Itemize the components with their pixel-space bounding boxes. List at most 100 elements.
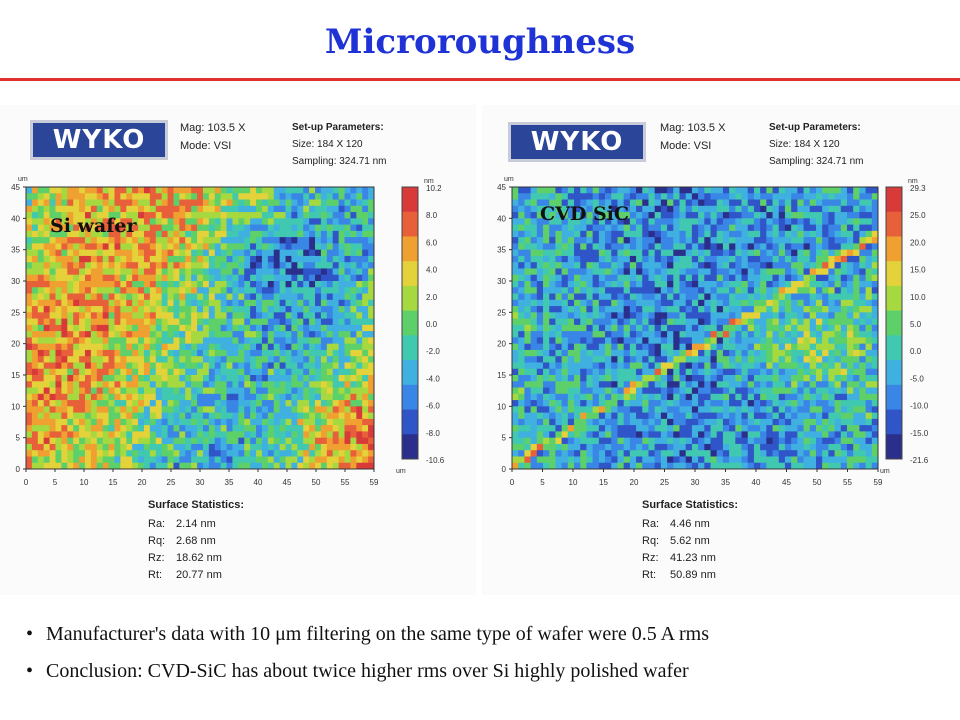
- colorbar-swatch: [402, 310, 418, 324]
- x-tick-label: 20: [630, 478, 639, 487]
- colorbar-swatch: [886, 248, 902, 262]
- x-tick-label: 10: [569, 478, 578, 487]
- stat-rz: Rz: 18.62 nm: [148, 552, 222, 564]
- stat-rq: Rq: 2.68 nm: [148, 535, 216, 547]
- y-tick-label: 40: [497, 214, 506, 223]
- y-tick-label: 30: [11, 277, 20, 286]
- colorbar-swatch: [886, 335, 902, 349]
- x-tick-label: 5: [540, 478, 545, 487]
- colorbar-tick-label: -10.6: [426, 456, 445, 465]
- y-tick-label: 0: [16, 465, 21, 474]
- colorbar-unit: nm: [424, 178, 434, 185]
- colorbar-swatch: [886, 434, 902, 448]
- colorbar-tick-label: -5.0: [910, 374, 924, 383]
- y-tick-label: 0: [502, 465, 507, 474]
- x-tick-label: 30: [691, 478, 700, 487]
- colorbar-swatch: [402, 187, 418, 200]
- colorbar-swatch: [886, 285, 902, 299]
- y-tick-label: 5: [502, 434, 507, 443]
- colorbar-swatch: [402, 372, 418, 386]
- colorbar-swatch: [402, 236, 418, 250]
- mag-mode-info: Mag: 103.5 X Mode: VSI: [180, 119, 245, 155]
- colorbar-swatch: [886, 372, 902, 386]
- colorbar-tick-label: 10.2: [426, 184, 442, 193]
- y-tick-label: 15: [497, 371, 506, 380]
- wyko-logo: WYKO: [30, 120, 168, 160]
- colorbar-tick-label: -2.0: [426, 347, 440, 356]
- y-tick-label: 45: [497, 183, 506, 192]
- y-tick-label: 20: [497, 340, 506, 349]
- stat-ra: Ra: 4.46 nm: [642, 518, 710, 530]
- colorbar-swatch: [886, 360, 902, 373]
- colorbar-swatch: [886, 384, 902, 398]
- x-tick-label: 40: [752, 478, 761, 487]
- colorbar-swatch: [402, 397, 418, 410]
- mode-text: Mode: VSI: [660, 140, 712, 152]
- x-tick-label: 0: [510, 478, 515, 487]
- y-unit-label: um: [18, 176, 28, 183]
- colorbar-tick-label: -6.0: [426, 402, 440, 411]
- stat-rq: Rq: 5.62 nm: [642, 535, 710, 547]
- colorbar-swatch: [886, 187, 902, 200]
- colorbar-swatch: [886, 310, 902, 324]
- colorbar-swatch: [886, 347, 902, 361]
- setup-title: Set-up Parameters:: [292, 122, 384, 133]
- colorbar-tick-label: 25.0: [910, 211, 926, 220]
- colorbar-swatch: [402, 261, 418, 274]
- colorbar-swatch: [402, 273, 418, 287]
- stat-rt: Rt: 50.89 nm: [642, 569, 716, 581]
- colorbar-swatch: [886, 211, 902, 225]
- y-unit-label: um: [504, 176, 514, 183]
- colorbar-swatch: [402, 298, 418, 312]
- colorbar-tick-label: -8.0: [426, 429, 440, 438]
- colorbar-tick-label: -15.0: [910, 429, 929, 438]
- x-tick-label: 0: [24, 478, 29, 487]
- colorbar-swatch: [402, 335, 418, 349]
- colorbar-tick-label: 5.0: [910, 320, 922, 329]
- y-tick-label: 35: [11, 246, 20, 255]
- size-text: Size: 184 X 120: [769, 139, 840, 150]
- heatmap-cells: [512, 187, 879, 470]
- x-unit-label: um: [396, 468, 406, 475]
- colorbar-tick-label: 6.0: [426, 238, 438, 247]
- colorbar-tick-label: 8.0: [426, 211, 438, 220]
- y-tick-label: 10: [497, 402, 506, 411]
- colorbar-swatch: [402, 224, 418, 237]
- x-tick-label: 30: [196, 478, 205, 487]
- colorbar-swatch: [402, 248, 418, 262]
- mode-text: Mode: VSI: [180, 140, 232, 152]
- bullet-list: Manufacturer's data with 10 μm filtering…: [26, 616, 946, 690]
- si-wafer-panel: WYKO Mag: 103.5 X Mode: VSI Set-up Param…: [0, 105, 476, 595]
- x-tick-label: 50: [813, 478, 822, 487]
- y-tick-label: 45: [11, 183, 20, 192]
- colorbar-swatch: [402, 347, 418, 361]
- bullet-item: Conclusion: CVD-SiC has about twice high…: [26, 653, 946, 690]
- colorbar-tick-label: 10.0: [910, 293, 926, 302]
- colorbar-swatch: [402, 384, 418, 398]
- colorbar-swatch: [886, 397, 902, 410]
- surface-statistics: Surface Statistics: Ra: 4.46 nm Rq: 5.62 n…: [642, 497, 738, 584]
- mag-mode-info: Mag: 103.5 X Mode: VSI: [660, 119, 725, 155]
- colorbar-swatch: [886, 323, 902, 336]
- setup-title: Set-up Parameters:: [769, 122, 861, 133]
- x-tick-label: 55: [341, 478, 350, 487]
- x-tick-label: 25: [167, 478, 176, 487]
- x-tick-label: 20: [138, 478, 147, 487]
- x-tick-label: 5: [53, 478, 58, 487]
- mag-text: Mag: 103.5 X: [660, 122, 726, 134]
- colorbar-swatch: [886, 273, 902, 287]
- y-tick-label: 30: [497, 277, 506, 286]
- x-tick-label: 45: [782, 478, 791, 487]
- colorbar-tick-label: 29.3: [910, 184, 926, 193]
- y-tick-label: 15: [11, 371, 20, 380]
- heatmap-cells: [26, 187, 375, 470]
- sampling-text: Sampling: 324.71 nm: [769, 156, 864, 167]
- colorbar-swatch: [402, 434, 418, 448]
- mag-text: Mag: 103.5 X: [180, 122, 246, 134]
- colorbar-swatch: [402, 446, 418, 460]
- setup-parameters: Set-up Parameters: Size: 184 X 120 Sampl…: [292, 119, 387, 170]
- wyko-logo: WYKO: [508, 122, 646, 162]
- x-tick-label: 45: [283, 478, 292, 487]
- cvd-sic-label: CVD SiC: [540, 203, 630, 225]
